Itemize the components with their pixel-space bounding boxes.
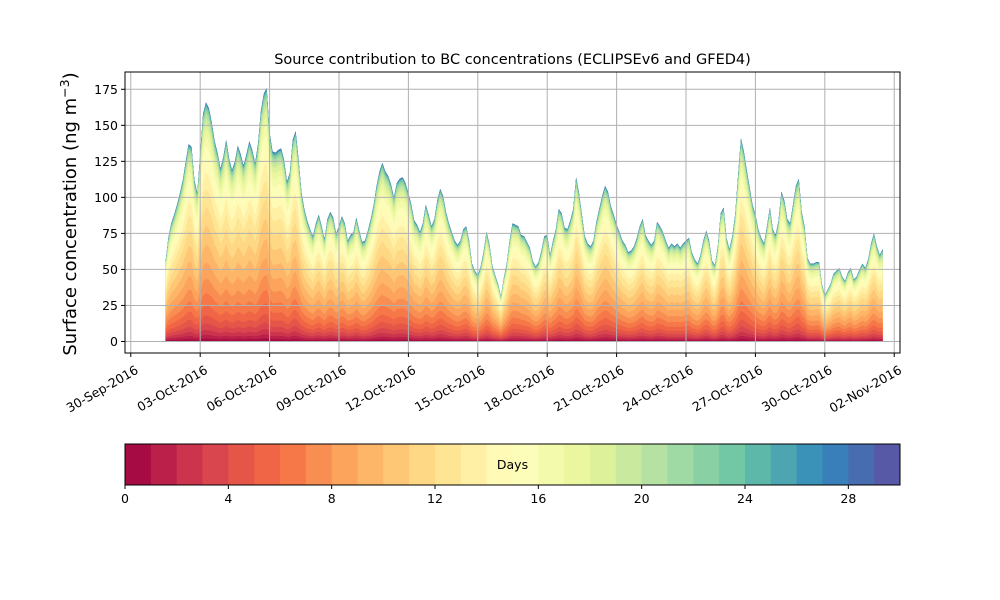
colorbar-swatch	[125, 444, 152, 485]
colorbar-swatch	[745, 444, 772, 485]
colorbar-swatch	[228, 444, 255, 485]
y-tick-label: 125	[94, 154, 118, 169]
colorbar-swatch	[409, 444, 436, 485]
colorbar-swatch	[460, 444, 488, 485]
plot-frame	[124, 71, 901, 354]
colorbar-tick-label: 28	[840, 491, 856, 506]
y-tick-label: 50	[102, 262, 118, 277]
y-axis-label-close: )	[60, 72, 81, 79]
colorbar-tick-label: 4	[224, 491, 232, 506]
colorbar-label: Days	[497, 457, 528, 472]
colorbar-swatch	[693, 444, 720, 485]
colorbar-swatch	[667, 444, 694, 485]
y-tick-label: 150	[94, 118, 118, 133]
y-axis-label-superscript: −3	[57, 79, 72, 97]
colorbar-tick-label: 16	[530, 491, 546, 506]
colorbar-tick-label: 20	[634, 491, 650, 506]
colorbar-frame	[124, 443, 901, 486]
colorbar-ticks: 0 4 8 12 16 20 24 28	[121, 485, 856, 506]
colorbar-tick-label: 0	[121, 491, 129, 506]
y-tick-label: 25	[102, 298, 118, 313]
colorbar-swatch	[176, 444, 203, 485]
colorbar-swatch	[331, 444, 358, 485]
colorbar-swatch	[590, 444, 617, 485]
colorbar-tick-label: 12	[427, 491, 443, 506]
colorbar-swatch	[796, 444, 823, 485]
y-tick-label: 100	[94, 190, 118, 205]
colorbar-swatch	[822, 444, 849, 485]
colorbar-swatch	[719, 444, 746, 485]
colorbar-swatch	[874, 444, 901, 485]
colorbar-swatch	[254, 444, 281, 485]
colorbar-swatch	[641, 444, 668, 485]
colorbar-tick-label: 8	[328, 491, 336, 506]
area-layer-day-0	[165, 338, 883, 342]
area-layer-day-1	[165, 334, 883, 342]
y-axis: 0 25 50 75 100 125 150 175	[94, 82, 125, 349]
colorbar-swatch	[383, 444, 410, 485]
colorbar-swatch	[848, 444, 875, 485]
colorbar-swatch	[615, 444, 643, 485]
colorbar-swatch	[770, 444, 798, 485]
y-axis-label-main: Surface concentration (ng m	[60, 98, 81, 356]
colorbar-swatch	[305, 444, 333, 485]
colorbar-swatch	[357, 444, 384, 485]
chart-title: Source contribution to BC concentrations…	[274, 52, 751, 68]
colorbar-swatch	[280, 444, 307, 485]
colorbar-swatch	[202, 444, 229, 485]
colorbar-swatch	[486, 444, 513, 485]
y-tick-label: 0	[110, 334, 118, 349]
colorbar-swatch	[512, 444, 539, 485]
y-tick-label: 175	[94, 82, 118, 97]
colorbar-swatch	[564, 444, 591, 485]
y-tick-label: 75	[102, 226, 118, 241]
stacked-area-layers	[165, 87, 883, 342]
colorbar-swatch	[435, 444, 462, 485]
y-axis-label: Surface concentration (ng m−3)	[57, 72, 81, 355]
colorbar-swatch	[538, 444, 565, 485]
grid-lines	[125, 72, 900, 353]
colorbar-swatch	[150, 444, 178, 485]
colorbar	[124, 443, 901, 486]
colorbar-tick-label: 24	[737, 491, 753, 506]
